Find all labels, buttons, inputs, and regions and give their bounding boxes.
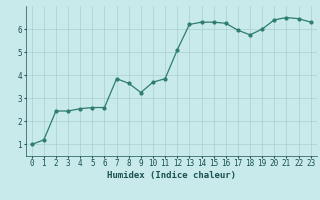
X-axis label: Humidex (Indice chaleur): Humidex (Indice chaleur) bbox=[107, 171, 236, 180]
